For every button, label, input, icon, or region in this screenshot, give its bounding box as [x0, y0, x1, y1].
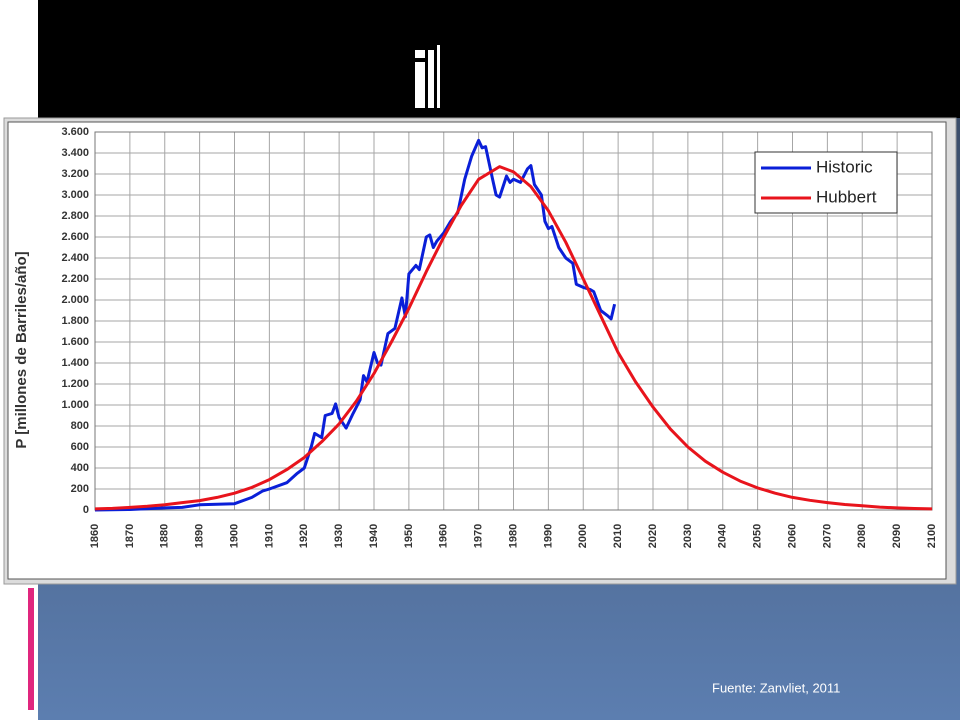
- x-tick-label: 2040: [717, 524, 729, 548]
- x-tick-label: 1940: [368, 524, 380, 548]
- x-tick-label: 1900: [228, 524, 240, 548]
- line: [94, 138, 617, 512]
- y-tick-label: 600: [71, 441, 89, 453]
- x-tick-label: 1970: [473, 524, 485, 548]
- x-tick-label: 1930: [333, 524, 345, 548]
- x-tick-label: 1960: [438, 524, 450, 548]
- x-tick-label: 2090: [891, 524, 903, 548]
- y-tick-label: 3.200: [61, 168, 89, 180]
- y-tick-label: 2.400: [61, 252, 89, 264]
- x-tick-label: 2010: [612, 524, 624, 548]
- y-tick-label: 3.400: [61, 147, 89, 159]
- y-tick-label: 2.800: [61, 210, 89, 222]
- legend-label: Hubbert: [816, 187, 877, 206]
- x-tick-label: 2050: [752, 524, 764, 548]
- y-tick-label: 1.400: [61, 357, 89, 369]
- y-tick-label: 200: [71, 483, 89, 495]
- y-tick-label: 3.600: [61, 126, 89, 138]
- x-tick-label: 2070: [821, 524, 833, 548]
- x-tick-label: 1870: [124, 524, 136, 548]
- x-tick-label: 2030: [682, 524, 694, 548]
- y-axis-label: P [millones de Barriles/año]: [13, 251, 30, 448]
- x-tick-label: 1890: [194, 524, 206, 548]
- y-tick-label: 1.200: [61, 378, 89, 390]
- accent-bar: [28, 588, 34, 710]
- x-tick-label: 1880: [159, 524, 171, 548]
- x-tick-label: 1860: [89, 524, 101, 548]
- x-tick-label: 1920: [298, 524, 310, 548]
- y-tick-label: 2.600: [61, 231, 89, 243]
- legend: [754, 151, 898, 214]
- plot-border: [94, 131, 933, 511]
- legend-label: Historic: [816, 157, 873, 176]
- x-tick-label: 1990: [542, 524, 554, 548]
- x-tick-label: 1910: [263, 524, 275, 548]
- x-tick-label: 2000: [577, 524, 589, 548]
- source-note: Fuente: Zanvliet, 2011: [712, 680, 840, 695]
- x-tick-label: 2100: [926, 524, 938, 548]
- y-tick-label: 3.000: [61, 189, 89, 201]
- x-tick-label: 1950: [403, 524, 415, 548]
- x-tick-label: 2080: [856, 524, 868, 548]
- x-tick-label: 1980: [507, 524, 519, 548]
- title-band: [38, 0, 960, 118]
- decoration: [415, 45, 440, 108]
- y-tick-label: 1.600: [61, 336, 89, 348]
- y-tick-label: 1.000: [61, 399, 89, 411]
- line: [94, 165, 933, 511]
- y-tick-label: 0: [83, 504, 89, 516]
- x-tick-label: 2060: [786, 524, 798, 548]
- y-tick-label: 1.800: [61, 315, 89, 327]
- y-tick-label: 400: [71, 462, 89, 474]
- y-tick-label: 800: [71, 420, 89, 432]
- x-tick-label: 2020: [647, 524, 659, 548]
- y-tick-label: 2.200: [61, 273, 89, 285]
- y-tick-label: 2.000: [61, 294, 89, 306]
